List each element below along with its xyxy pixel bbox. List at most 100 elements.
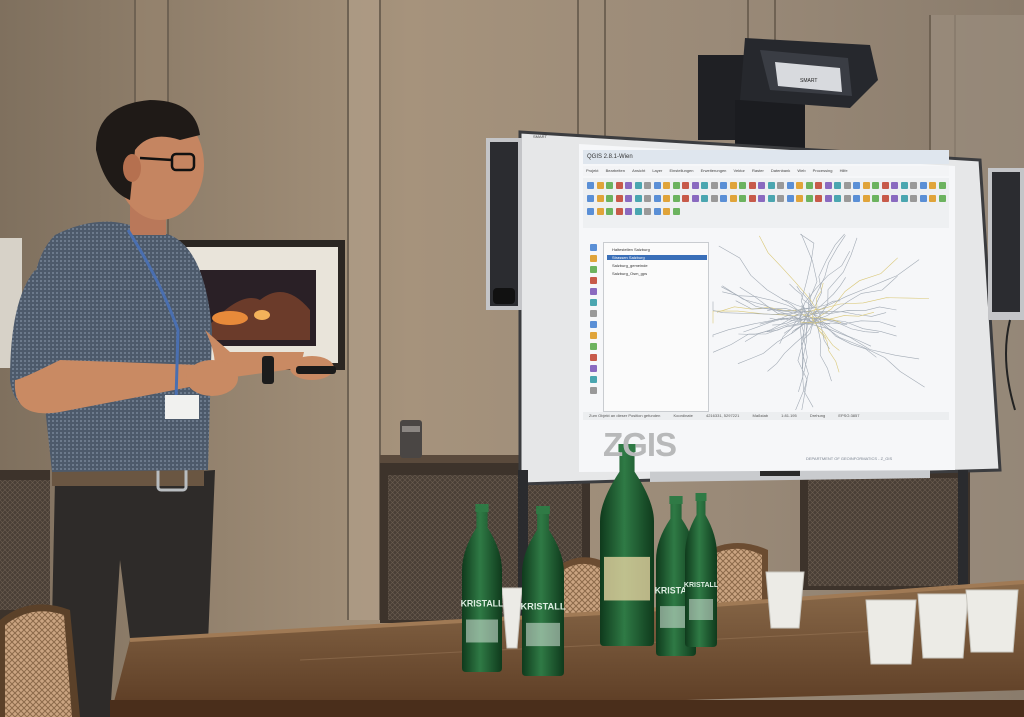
toolbar-tool-icon[interactable] (919, 182, 927, 189)
toolbar-tool-icon[interactable] (606, 182, 613, 189)
menu-item[interactable]: Datenbank (770, 168, 791, 173)
side-tool-icon[interactable] (590, 376, 597, 383)
toolbar-tool-icon[interactable] (881, 195, 889, 202)
toolbar-tool-icon[interactable] (891, 182, 898, 189)
side-tool-icon[interactable] (590, 354, 597, 361)
toolbar-tool-icon[interactable] (634, 182, 642, 189)
toolbar-tool-icon[interactable] (729, 182, 737, 189)
toolbar-tool-icon[interactable] (739, 195, 746, 202)
toolbar-tool-icon[interactable] (644, 182, 651, 189)
side-tool-icon[interactable] (590, 343, 597, 350)
side-tool-icon[interactable] (590, 365, 597, 372)
toolbar-tool-icon[interactable] (805, 182, 813, 189)
toolbar-tool-icon[interactable] (644, 208, 651, 215)
toolbar-tool-icon[interactable] (672, 195, 680, 202)
toolbar-tool-icon[interactable] (682, 182, 689, 189)
crs-value[interactable]: EPSG:3857 (838, 413, 860, 418)
menu-item[interactable]: Bearbeiten (605, 168, 625, 173)
menu-item[interactable]: Projekt (586, 168, 599, 173)
side-tool-icon[interactable] (590, 244, 597, 251)
toolbar-tool-icon[interactable] (796, 182, 803, 189)
menu-item[interactable]: Processing (812, 168, 833, 173)
toolbar-tool-icon[interactable] (653, 208, 661, 215)
toolbar-tool-icon[interactable] (938, 182, 946, 189)
toolbar-tool-icon[interactable] (815, 182, 822, 189)
toolbar-tool-icon[interactable] (634, 195, 642, 202)
toolbar-tool-icon[interactable] (786, 195, 794, 202)
toolbar-tool-icon[interactable] (872, 182, 879, 189)
toolbar-tool-icon[interactable] (710, 182, 718, 189)
toolbar-tool-icon[interactable] (596, 195, 604, 202)
toolbar-tool-icon[interactable] (682, 195, 689, 202)
menu-item[interactable]: Web (797, 168, 806, 173)
toolbar-tool-icon[interactable] (872, 195, 879, 202)
toolbar-tool-icon[interactable] (777, 195, 784, 202)
toolbar-tool-icon[interactable] (615, 208, 623, 215)
menu-item[interactable]: Ansicht (632, 168, 646, 173)
menu-item[interactable]: Vektor (733, 168, 745, 173)
toolbar-tool-icon[interactable] (606, 195, 613, 202)
toolbar-tool-icon[interactable] (834, 195, 841, 202)
toolbar-tool-icon[interactable] (758, 182, 765, 189)
toolbar-tool-icon[interactable] (929, 195, 936, 202)
toolbar-tool-icon[interactable] (843, 182, 851, 189)
toolbar-tool-icon[interactable] (663, 182, 670, 189)
toolbar-tool-icon[interactable] (653, 195, 661, 202)
side-tool-icon[interactable] (590, 310, 597, 317)
menu-item[interactable]: Raster (752, 168, 764, 173)
toolbar-tool-icon[interactable] (929, 182, 936, 189)
toolbar-tool-icon[interactable] (663, 208, 670, 215)
toolbar-tool-icon[interactable] (853, 182, 860, 189)
toolbar-tool-icon[interactable] (938, 195, 946, 202)
toolbar-tool-icon[interactable] (815, 195, 822, 202)
side-tool-icon[interactable] (590, 299, 597, 306)
toolbar-tool-icon[interactable] (862, 195, 870, 202)
side-tool-icon[interactable] (590, 266, 597, 273)
toolbar-tool-icon[interactable] (900, 182, 908, 189)
toolbar-tool-icon[interactable] (691, 195, 699, 202)
toolbar-tool-icon[interactable] (739, 182, 746, 189)
toolbar-tool-icon[interactable] (824, 195, 832, 202)
toolbar-tool-icon[interactable] (891, 195, 898, 202)
toolbar-tool-icon[interactable] (767, 182, 775, 189)
toolbar-tool-icon[interactable] (625, 208, 632, 215)
toolbar-tool-icon[interactable] (587, 195, 594, 202)
menu-item[interactable]: Layer (652, 168, 663, 173)
toolbar-tool-icon[interactable] (625, 195, 632, 202)
toolbar-tool-icon[interactable] (729, 195, 737, 202)
toolbar-tool-icon[interactable] (606, 208, 613, 215)
toolbar-tool-icon[interactable] (919, 195, 927, 202)
toolbar-tool-icon[interactable] (625, 182, 632, 189)
toolbar-tool-icon[interactable] (644, 195, 651, 202)
toolbar-tool-icon[interactable] (691, 182, 699, 189)
toolbar-tool-icon[interactable] (672, 208, 680, 215)
side-tool-icon[interactable] (590, 277, 597, 284)
toolbar-tool-icon[interactable] (615, 182, 623, 189)
toolbar-tool-icon[interactable] (587, 182, 594, 189)
layer-item[interactable]: Salzburg_gemeinde (612, 263, 648, 268)
toolbar-tool-icon[interactable] (710, 195, 718, 202)
toolbar-tool-icon[interactable] (587, 208, 594, 215)
toolbar-tool-icon[interactable] (701, 182, 708, 189)
toolbar-tool-icon[interactable] (758, 195, 765, 202)
toolbar-tool-icon[interactable] (796, 195, 803, 202)
layer-item[interactable]: Salzburg_Osm_gps (612, 271, 648, 276)
layer-item[interactable]: Haltestellen Salzburg (612, 247, 650, 252)
side-tool-icon[interactable] (590, 332, 597, 339)
toolbar-tool-icon[interactable] (777, 182, 784, 189)
side-tool-icon[interactable] (590, 387, 597, 394)
scale-value[interactable]: 1:81.195 (781, 413, 797, 418)
toolbar-tool-icon[interactable] (853, 195, 860, 202)
toolbar-tool-icon[interactable] (615, 195, 623, 202)
toolbar-tool-icon[interactable] (881, 182, 889, 189)
toolbar-tool-icon[interactable] (720, 195, 727, 202)
toolbar-tool-icon[interactable] (596, 208, 604, 215)
toolbar-tool-icon[interactable] (910, 182, 917, 189)
toolbar-tool-icon[interactable] (672, 182, 680, 189)
side-tool-icon[interactable] (590, 321, 597, 328)
toolbar-tool-icon[interactable] (748, 195, 756, 202)
toolbar-tool-icon[interactable] (862, 182, 870, 189)
toolbar-tool-icon[interactable] (805, 195, 813, 202)
toolbar-tool-icon[interactable] (663, 195, 670, 202)
toolbar-tool-icon[interactable] (653, 182, 661, 189)
